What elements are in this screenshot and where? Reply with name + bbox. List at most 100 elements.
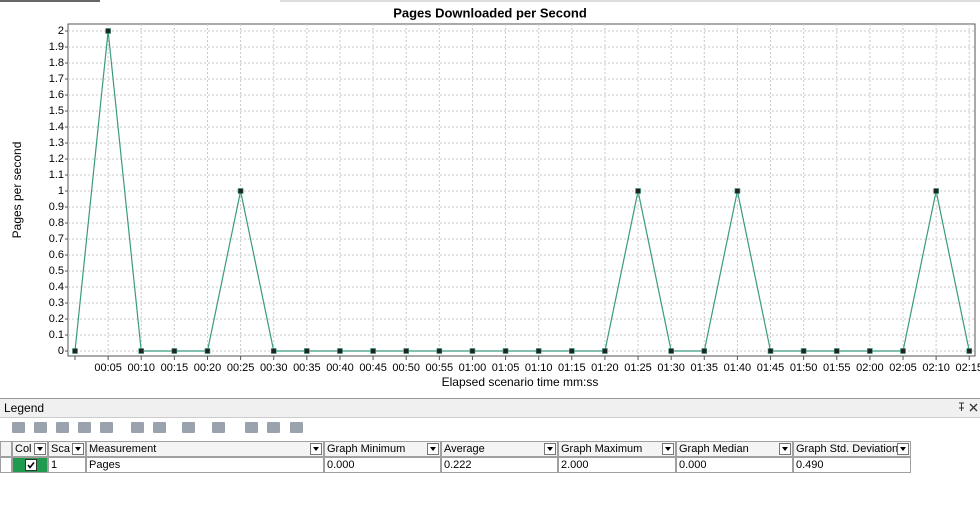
y-tick-label: 1.9 <box>49 41 64 53</box>
point-marker <box>469 348 476 354</box>
point-marker <box>105 28 111 34</box>
y-tick-label: 0.8 <box>49 217 64 229</box>
filter-dropdown[interactable] <box>662 443 674 455</box>
point-marker <box>270 348 277 354</box>
panel-controls[interactable] <box>956 401 980 415</box>
y-axis-label: Pages per second <box>10 142 24 239</box>
data-cell-text: 1 <box>51 459 58 471</box>
y-tick-label: 1.5 <box>49 105 64 117</box>
toolbar-button[interactable] <box>153 422 166 433</box>
filter-dropdown[interactable] <box>310 443 322 455</box>
x-tick-label: 02:10 <box>922 362 950 374</box>
column-header-text: Col <box>15 443 32 455</box>
x-tick-label: 01:00 <box>459 362 487 374</box>
chart-title: Pages Downloaded per Second <box>393 5 587 20</box>
point-marker <box>403 348 410 354</box>
y-tick-label: 0.5 <box>49 265 64 277</box>
point-marker <box>337 348 343 354</box>
column-header[interactable]: Sca <box>48 441 86 457</box>
x-tick-label: 01:35 <box>691 362 719 374</box>
close-icon[interactable] <box>969 403 978 412</box>
point-marker <box>568 348 575 354</box>
x-tick-label: 02:05 <box>889 362 917 374</box>
point-marker <box>833 348 840 354</box>
point-marker <box>72 348 78 354</box>
y-tick-label: 0.9 <box>49 201 64 213</box>
row-header <box>0 457 12 473</box>
filter-dropdown[interactable] <box>427 443 439 455</box>
x-tick-label: 02:00 <box>856 362 884 374</box>
point-marker <box>635 188 641 194</box>
point-marker <box>502 348 509 354</box>
toolbar-button[interactable] <box>56 422 69 433</box>
pin-icon[interactable] <box>959 402 964 411</box>
toolbar-button[interactable] <box>290 422 303 433</box>
visibility-checkbox[interactable] <box>25 459 37 471</box>
x-axis-label: Elapsed scenario time mm:ss <box>442 375 599 389</box>
column-header[interactable]: Graph Minimum <box>324 441 441 457</box>
y-tick-label: 1.2 <box>49 153 64 165</box>
y-tick-label: 0 <box>58 345 64 357</box>
point-marker <box>867 348 873 354</box>
filter-dropdown[interactable] <box>544 443 556 455</box>
point-marker <box>602 348 608 354</box>
x-tick-label: 01:45 <box>757 362 785 374</box>
filter-dropdown[interactable] <box>72 443 84 455</box>
point-marker <box>966 348 973 354</box>
point-marker <box>734 188 741 194</box>
y-tick-label: 1.4 <box>49 121 64 133</box>
x-tick-label: 00:40 <box>326 362 354 374</box>
toolbar-button[interactable] <box>182 422 195 433</box>
point-marker <box>668 348 674 354</box>
measurement-cell-text: Pages <box>89 459 121 471</box>
filter-dropdown[interactable] <box>34 443 46 455</box>
point-marker <box>800 348 807 354</box>
row-header-corner <box>0 441 12 457</box>
data-cell: 0.490 <box>793 457 911 473</box>
toolbar-button[interactable] <box>267 422 280 433</box>
y-tick-label: 1 <box>58 185 64 197</box>
column-header-text: Graph Median <box>679 443 749 455</box>
toolbar-button[interactable] <box>212 422 225 433</box>
y-tick-label: 0.4 <box>49 281 64 293</box>
column-header-text: Sca <box>51 443 70 455</box>
x-tick-label: 01:25 <box>624 362 652 374</box>
point-marker <box>701 348 708 354</box>
y-tick-label: 0.3 <box>49 297 64 309</box>
y-tick-label: 0.2 <box>49 313 64 325</box>
x-tick-label: 00:55 <box>426 362 454 374</box>
filter-dropdown[interactable] <box>779 443 791 455</box>
y-tick-label: 2 <box>58 25 64 37</box>
point-marker <box>138 348 145 354</box>
column-header[interactable]: Average <box>441 441 558 457</box>
y-tick-label: 1.7 <box>49 73 64 85</box>
x-tick-label: 00:30 <box>260 362 288 374</box>
column-header-text: Graph Maximum <box>561 443 643 455</box>
column-header[interactable]: Graph Maximum <box>558 441 676 457</box>
series-line <box>74 30 970 352</box>
x-tick-label: 01:20 <box>591 362 619 374</box>
data-cell-text: 0.222 <box>444 459 472 471</box>
x-tick-label: 00:05 <box>94 362 122 374</box>
column-header[interactable]: Measurement <box>86 441 324 457</box>
toolbar-button[interactable] <box>131 422 144 433</box>
x-tick-label: 01:30 <box>657 362 685 374</box>
column-header[interactable]: Graph Std. Deviation <box>793 441 911 457</box>
x-tick-label: 01:10 <box>525 362 553 374</box>
toolbar-button[interactable] <box>245 422 258 433</box>
filter-dropdown[interactable] <box>897 443 909 455</box>
toolbar-button[interactable] <box>100 422 113 433</box>
column-header[interactable]: Graph Median <box>676 441 793 457</box>
toolbar-button[interactable] <box>78 422 91 433</box>
x-tick-label: 01:05 <box>492 362 520 374</box>
measurement-cell: Pages <box>86 457 324 473</box>
toolbar-button[interactable] <box>12 422 25 433</box>
legend-title: Legend <box>4 401 45 415</box>
legend-panel: Legend Col Sca Measurement Graph Minimum Ave… <box>0 398 980 505</box>
point-marker <box>767 348 774 354</box>
column-header[interactable]: Col <box>12 441 48 457</box>
toolbar-button[interactable] <box>34 422 47 433</box>
point-marker <box>171 348 178 354</box>
point-marker <box>204 348 211 354</box>
color-cell[interactable] <box>12 457 48 473</box>
